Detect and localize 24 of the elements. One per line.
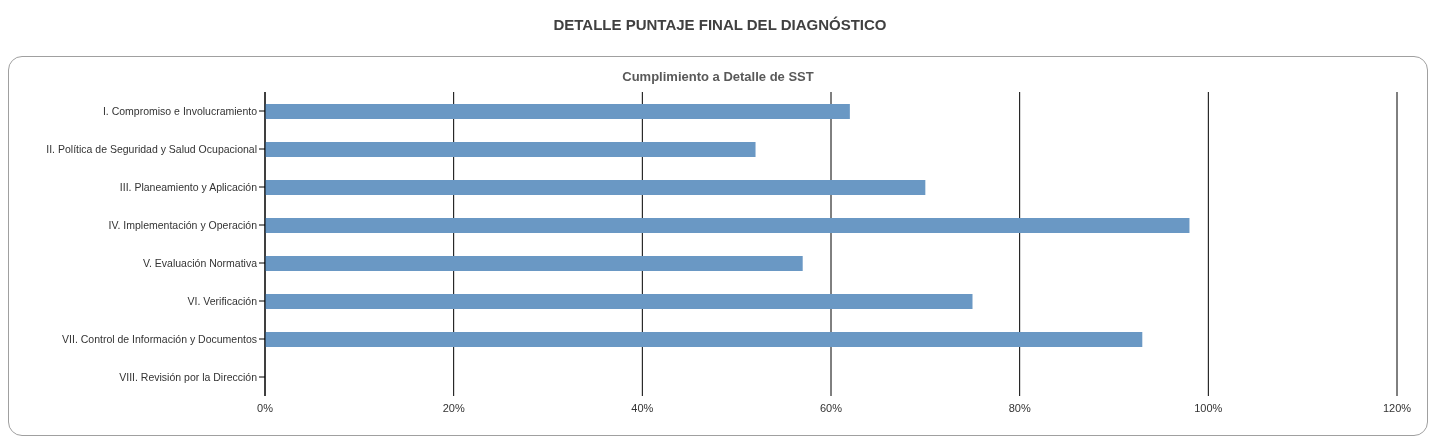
chart-title: DETALLE PUNTAJE FINAL DEL DIAGNÓSTICO bbox=[552, 15, 888, 35]
bar bbox=[265, 104, 850, 119]
y-tick-label: I. Compromiso e Involucramiento bbox=[102, 104, 258, 117]
bar bbox=[265, 218, 1190, 233]
y-tick-label: VII. Control de Información y Documentos bbox=[62, 332, 257, 345]
x-tick-label: 120% bbox=[1382, 401, 1412, 414]
x-tick-label: 60% bbox=[819, 401, 843, 414]
y-tick-label: VI. Verificación bbox=[187, 294, 258, 307]
x-tick-label: 40% bbox=[631, 401, 654, 414]
x-tick-label: 100% bbox=[1194, 401, 1223, 414]
x-tick-label: 80% bbox=[1008, 401, 1031, 414]
bar bbox=[265, 180, 926, 195]
bar bbox=[265, 256, 803, 271]
chart-subtitle: Cumplimiento a Detalle de SST bbox=[621, 69, 815, 84]
x-tick-label: 0% bbox=[257, 401, 274, 414]
bar bbox=[265, 332, 1143, 347]
bar bbox=[265, 142, 756, 157]
y-tick-label: II. Política de Seguridad y Salud Ocupacional bbox=[46, 142, 257, 155]
y-tick-label: VIII. Revisión por la Dirección bbox=[119, 370, 258, 383]
bar bbox=[265, 294, 973, 309]
x-tick-label: 20% bbox=[442, 401, 465, 414]
y-tick-label: IV. Implementación y Operación bbox=[108, 218, 258, 231]
y-tick-label: III. Planeamiento y Aplicación bbox=[119, 180, 258, 193]
y-tick-label: V. Evaluación Normativa bbox=[142, 256, 258, 269]
